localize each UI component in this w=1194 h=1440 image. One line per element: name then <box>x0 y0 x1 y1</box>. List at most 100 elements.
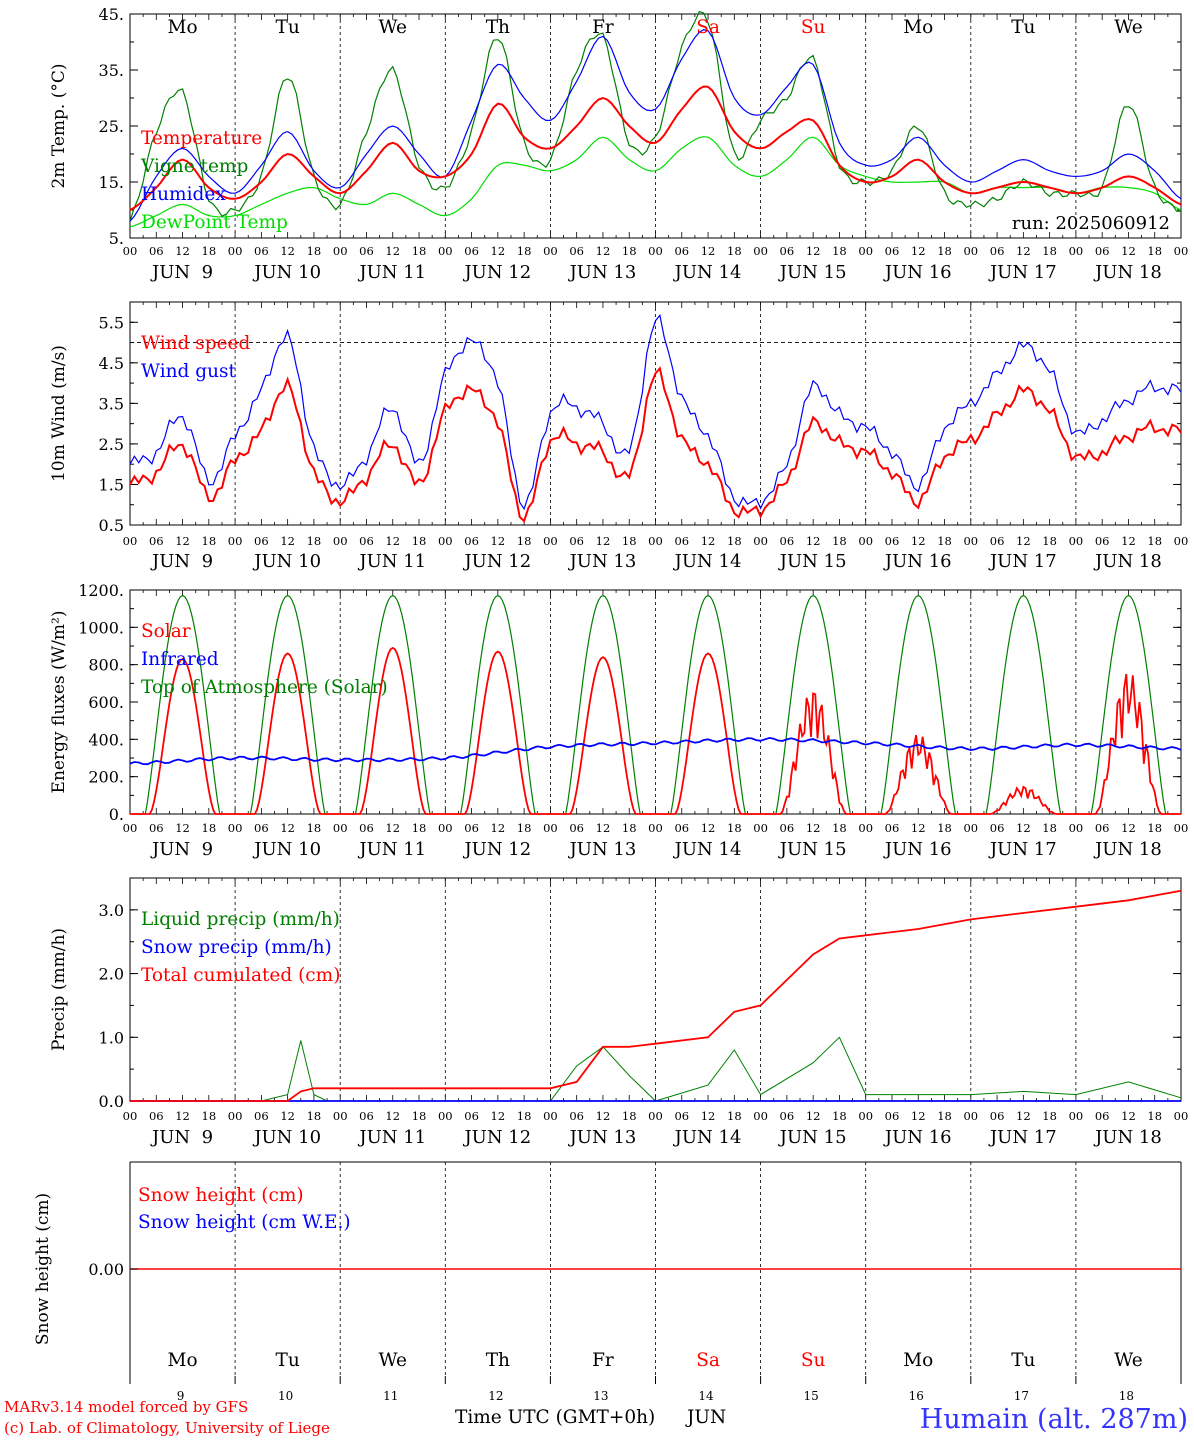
x-hour-tick-label: 00 <box>228 244 243 258</box>
y-tick-label: 800. <box>88 656 124 675</box>
x-date-label: JUN 18 <box>1093 551 1162 572</box>
date-number: 16 <box>909 1389 924 1403</box>
x-date-label: JUN 10 <box>252 1127 321 1148</box>
series-line-liquid <box>130 1036 1182 1102</box>
y-axis-label: 2m Temp. (°C) <box>49 63 69 188</box>
x-hour-tick-label: 00 <box>333 534 348 548</box>
x-hour-tick-label: 18 <box>1147 1109 1162 1123</box>
x-hour-tick-label: 06 <box>1095 1109 1110 1123</box>
weekday-label: We <box>1114 17 1143 38</box>
x-hour-tick-label: 00 <box>1069 534 1084 548</box>
weekday-label: Tu <box>1011 17 1035 38</box>
x-hour-tick-label: 12 <box>385 821 400 835</box>
x-date-label: JUN 10 <box>252 839 321 860</box>
weekday-label: Mo <box>903 17 933 38</box>
date-number: 13 <box>593 1389 608 1403</box>
x-hour-tick-label: 06 <box>674 821 689 835</box>
x-hour-tick-label: 00 <box>543 1109 558 1123</box>
x-hour-tick-label: 18 <box>307 1109 322 1123</box>
x-hour-tick-label: 18 <box>517 534 532 548</box>
x-date-label: JUN 9 <box>150 839 213 860</box>
x-hour-tick-label: 18 <box>202 1109 217 1123</box>
y-tick-label: 1200. <box>78 581 124 600</box>
x-date-label: JUN 15 <box>778 839 847 860</box>
series-line-dewpoint <box>129 136 1182 228</box>
x-hour-tick-label: 06 <box>569 821 584 835</box>
x-hour-tick-label: 12 <box>911 534 926 548</box>
x-hour-tick-label: 18 <box>1042 1109 1057 1123</box>
x-hour-tick-label: 06 <box>359 534 374 548</box>
legend-entry: Total cumulated (cm) <box>141 965 340 986</box>
x-hour-tick-label: 18 <box>1042 534 1057 548</box>
x-hour-tick-label: 12 <box>806 1109 821 1123</box>
x-hour-tick-label: 12 <box>175 244 190 258</box>
x-date-label: JUN 12 <box>462 1127 531 1148</box>
x-axis-label: Time UTC (GMT+0h) <box>455 1407 655 1428</box>
panel-1-frame <box>129 13 1182 239</box>
station-title: Humain (alt. 287m) <box>920 1404 1188 1435</box>
x-date-label: JUN 9 <box>150 262 213 283</box>
x-hour-tick-label: 06 <box>149 244 164 258</box>
y-tick-label: 2.0 <box>99 965 124 984</box>
x-date-label: JUN 10 <box>252 262 321 283</box>
x-hour-tick-label: 00 <box>858 821 873 835</box>
weekday-label: Fr <box>592 1350 614 1371</box>
weekday-label: Sa <box>696 17 720 38</box>
date-number: 17 <box>1014 1389 1029 1403</box>
x-hour-tick-label: 06 <box>464 821 479 835</box>
x-hour-tick-label: 12 <box>1121 821 1136 835</box>
date-number: 9 <box>177 1389 185 1403</box>
y-tick-label: 5.5 <box>99 313 124 332</box>
weekday-label: Tu <box>276 17 300 38</box>
x-date-label: JUN 16 <box>883 551 952 572</box>
x-date-label: JUN 12 <box>462 839 531 860</box>
x-hour-tick-label: 06 <box>464 534 479 548</box>
x-hour-tick-label: 00 <box>1174 1109 1189 1123</box>
x-hour-tick-label: 18 <box>727 1109 742 1123</box>
weekday-label: We <box>379 1350 408 1371</box>
series-line-infrared <box>129 736 1182 766</box>
x-date-label: JUN 13 <box>568 1127 637 1148</box>
run-annotation: run: 2025060912 <box>1012 213 1170 234</box>
y-tick-label: 400. <box>88 730 124 749</box>
series-line-temperature <box>129 85 1182 211</box>
x-date-label: JUN 15 <box>778 262 847 283</box>
x-hour-tick-label: 00 <box>1069 1109 1084 1123</box>
x-hour-tick-label: 18 <box>832 1109 847 1123</box>
y-axis-label: 10m Wind (m/s) <box>49 345 69 482</box>
x-hour-tick-label: 00 <box>438 1109 453 1123</box>
x-hour-tick-label: 06 <box>464 1109 479 1123</box>
y-tick-label: 15. <box>99 173 124 192</box>
y-tick-label: 2.5 <box>99 435 124 454</box>
x-hour-tick-label: 18 <box>1042 244 1057 258</box>
x-hour-tick-label: 18 <box>622 1109 637 1123</box>
x-date-label: JUN 11 <box>357 262 426 283</box>
x-hour-tick-label: 06 <box>464 244 479 258</box>
y-axis-label: Energy fluxes (W/m²) <box>49 611 69 794</box>
x-hour-tick-label: 18 <box>832 821 847 835</box>
x-hour-tick-label: 00 <box>963 244 978 258</box>
x-hour-tick-label: 06 <box>359 821 374 835</box>
x-hour-tick-label: 00 <box>963 821 978 835</box>
x-hour-tick-label: 00 <box>333 244 348 258</box>
x-hour-tick-label: 12 <box>280 1109 295 1123</box>
x-hour-tick-label: 06 <box>990 821 1005 835</box>
x-hour-tick-label: 12 <box>596 534 611 548</box>
x-date-label: JUN 17 <box>988 262 1057 283</box>
x-hour-tick-label: 18 <box>202 244 217 258</box>
legend-entry: Wind gust <box>141 361 236 382</box>
weekday-label: Su <box>801 17 826 38</box>
x-hour-tick-label: 06 <box>885 821 900 835</box>
x-hour-tick-label: 00 <box>753 244 768 258</box>
x-hour-tick-label: 18 <box>517 244 532 258</box>
x-hour-tick-label: 00 <box>648 244 663 258</box>
x-date-label: JUN 12 <box>462 262 531 283</box>
x-hour-tick-label: 00 <box>543 534 558 548</box>
x-hour-tick-label: 00 <box>228 534 243 548</box>
y-tick-label: 4.5 <box>99 354 124 373</box>
x-date-label: JUN 13 <box>568 262 637 283</box>
x-hour-tick-label: 18 <box>412 821 427 835</box>
x-hour-tick-label: 12 <box>1016 821 1031 835</box>
x-hour-tick-label: 12 <box>175 534 190 548</box>
